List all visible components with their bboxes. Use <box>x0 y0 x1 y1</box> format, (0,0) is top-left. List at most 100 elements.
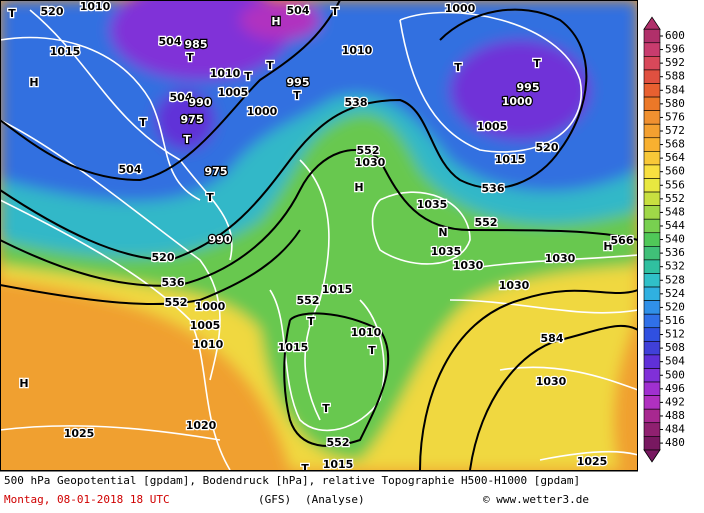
footer-run: (Analyse) <box>305 493 365 506</box>
colorbar-swatch <box>643 178 661 193</box>
colorbar-swatch <box>643 123 661 139</box>
colorbar-label: 536 <box>665 246 685 259</box>
map-label: T <box>293 89 301 102</box>
map-label: 584 <box>541 332 564 345</box>
map-label: 504 <box>159 35 182 48</box>
map-label: 1000 <box>445 2 476 15</box>
map-label: 520 <box>41 5 64 18</box>
map-label: T <box>139 116 147 129</box>
colorbar-swatch <box>643 28 661 44</box>
isobars <box>0 9 638 470</box>
map-label: H <box>19 377 28 390</box>
footer-description: 500 hPa Geopotential [gpdam], Bodendruck… <box>4 474 580 487</box>
map-label: T <box>307 315 315 328</box>
colorbar-top-arrow <box>643 16 661 30</box>
map-label: 1030 <box>545 252 576 265</box>
colorbar-swatch <box>643 368 661 383</box>
colorbar-swatch <box>643 422 661 437</box>
colorbar-label: 544 <box>665 219 685 232</box>
map-label: 552 <box>357 144 380 157</box>
colorbar-swatch <box>643 56 661 71</box>
map-label: H <box>603 240 612 253</box>
colorbar-swatch <box>643 218 661 234</box>
colorbar-swatch <box>643 83 661 98</box>
map-label: T <box>244 70 252 83</box>
map-label: 1005 <box>190 319 221 332</box>
map-label: 552 <box>475 216 498 229</box>
colorbar-label: 560 <box>665 165 685 178</box>
map-label: H <box>354 181 363 194</box>
colorbar-label: 528 <box>665 273 685 286</box>
colorbar-swatch <box>643 69 661 84</box>
colorbar-swatch <box>643 408 661 424</box>
footer-date: Montag, 08-01-2018 18 UTC <box>4 493 170 506</box>
map-label: 1010 <box>210 67 241 80</box>
colorbar-swatch <box>643 300 661 315</box>
map-label: 504 <box>287 4 310 17</box>
map-label: 1015 <box>322 283 353 296</box>
colorbar-swatch <box>643 137 661 152</box>
geopotential-lines <box>0 0 638 470</box>
map-label: 1010 <box>80 0 111 13</box>
map-label: 1020 <box>186 419 217 432</box>
map-label: 1035 <box>417 198 448 211</box>
colorbar-swatch <box>643 151 661 166</box>
map-label: 1015 <box>495 153 526 166</box>
colorbar-label: 556 <box>665 178 685 191</box>
colorbar-label: 484 <box>665 423 685 436</box>
colorbar-swatch <box>643 191 661 206</box>
map-label: 520 <box>536 141 559 154</box>
colorbar-label: 588 <box>665 70 685 83</box>
colorbar-swatch <box>643 313 661 329</box>
colorbar-swatch <box>643 259 661 274</box>
colorbar-label: 500 <box>665 368 685 381</box>
map-label: 1010 <box>342 44 373 57</box>
map-label: 975 <box>181 113 204 126</box>
colorbar-label: 580 <box>665 97 685 110</box>
map-label: 985 <box>185 38 208 51</box>
map-label: H <box>29 76 38 89</box>
colorbar-label: 552 <box>665 192 685 205</box>
colorbar-label: 600 <box>665 29 685 42</box>
map-label: T <box>8 7 16 20</box>
colorbar-label: 576 <box>665 110 685 123</box>
map-label: 504 <box>119 163 142 176</box>
map-label: 1000 <box>195 300 226 313</box>
map-label: T <box>331 5 339 18</box>
colorbar-label: 516 <box>665 314 685 327</box>
map-label: 1015 <box>323 458 354 471</box>
map-label: 975 <box>205 165 228 178</box>
colorbar-swatch <box>643 436 661 451</box>
map-label: 1025 <box>64 427 95 440</box>
colorbar-swatch <box>643 381 661 396</box>
colorbar-swatch <box>643 232 661 247</box>
map-label: 1015 <box>278 341 309 354</box>
map-label: 1005 <box>477 120 508 133</box>
map-label: T <box>266 59 274 72</box>
map-label: 1010 <box>193 338 224 351</box>
colorbar-swatch <box>643 205 661 220</box>
colorbar-label: 564 <box>665 151 685 164</box>
map-label: 995 <box>287 76 310 89</box>
colorbar-label: 596 <box>665 43 685 56</box>
map-label: N <box>438 226 447 239</box>
colorbar-label: 520 <box>665 300 685 313</box>
map-label: 1010 <box>351 326 382 339</box>
colorbar-swatch <box>643 354 661 369</box>
map-label: 1030 <box>536 375 567 388</box>
colorbar-label: 584 <box>665 83 685 96</box>
colorbar-swatch <box>643 42 661 57</box>
map-label: 995 <box>517 81 540 94</box>
map-label: 1025 <box>577 455 608 468</box>
map-label: 1000 <box>247 105 278 118</box>
map-label: T <box>368 344 376 357</box>
map-label: T <box>301 462 309 475</box>
colorbar-label: 492 <box>665 395 685 408</box>
map-label: T <box>322 402 330 415</box>
colorbar-label: 532 <box>665 260 685 273</box>
map-label: T <box>186 51 194 64</box>
map-label: 504 <box>170 91 193 104</box>
